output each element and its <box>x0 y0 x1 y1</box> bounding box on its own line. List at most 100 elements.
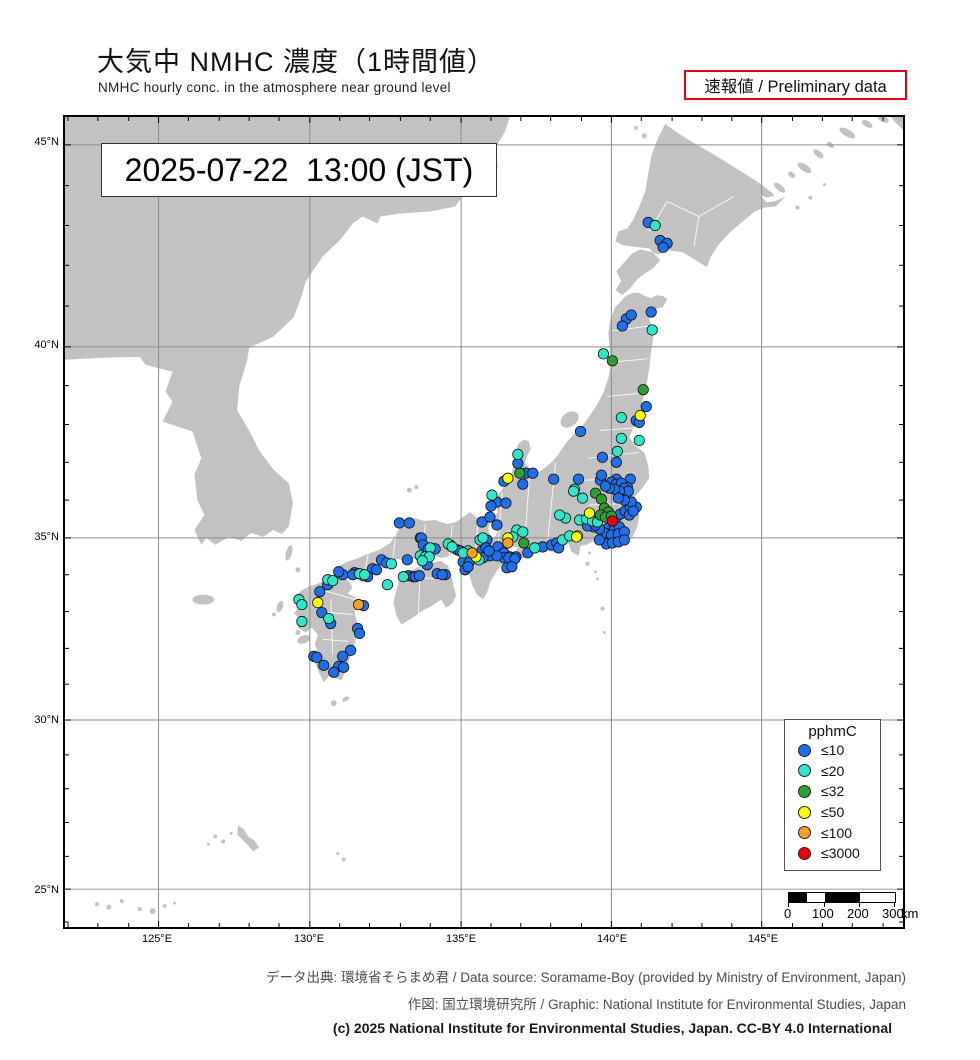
station-dot <box>296 599 308 611</box>
station-dot <box>385 558 398 570</box>
station-dot <box>627 505 639 517</box>
legend-item-label: ≤100 <box>821 824 853 841</box>
lon-tick-label: 135°E <box>445 933 477 945</box>
page-title: 大気中 NMHC 濃度（1時間値） <box>97 47 496 77</box>
station-dot <box>595 469 608 481</box>
legend-item-label: ≤20 <box>821 762 845 779</box>
scale-bar-labels: 0 100 200 300 km <box>784 906 928 922</box>
legend-item: ≤100 <box>785 822 880 843</box>
station-dot <box>574 425 587 438</box>
legend-dot-icon <box>798 805 811 819</box>
lat-tick-label: 40°N <box>34 339 59 351</box>
legend-title: pphmC <box>808 723 857 740</box>
station-dot <box>337 650 349 662</box>
station-dot <box>486 489 498 501</box>
legend-item-label: ≤10 <box>821 742 845 759</box>
legend-item-label: ≤3000 <box>821 845 860 862</box>
station-dot <box>318 659 330 671</box>
legend-item: ≤3000 <box>785 843 880 864</box>
preliminary-data-label: 速報値 / Preliminary data <box>704 78 887 96</box>
station-dot <box>567 485 580 497</box>
station-dot <box>548 473 560 485</box>
legend-item-label: ≤50 <box>821 804 845 821</box>
station-dot <box>370 564 383 576</box>
station-dot <box>611 445 623 457</box>
station-dot <box>593 534 606 546</box>
station-dot <box>645 306 657 318</box>
timestamp-box: 2025-07-22 13:00 (JST) <box>101 143 497 197</box>
station-dot <box>527 467 539 479</box>
lat-tick-label: 45°N <box>34 136 59 148</box>
scale-bar-tick-label: 200 <box>847 906 869 921</box>
legend-dot-icon <box>798 743 811 757</box>
footer-data-source: データ出典: 環境省そらまめ君 / Data source: Soramame-… <box>266 970 906 985</box>
station-dot <box>354 627 366 640</box>
scale-bar-unit: km <box>901 906 919 921</box>
legend-dot-icon <box>798 784 811 798</box>
station-dot <box>606 355 618 367</box>
lat-tick-label: 30°N <box>34 714 59 726</box>
lon-tick-label: 130°E <box>293 933 325 945</box>
station-dot <box>477 532 489 544</box>
lon-tick-label: 125°E <box>141 933 173 945</box>
station-dot <box>436 569 448 581</box>
station-dots-layer <box>293 216 673 678</box>
station-dot <box>633 434 645 446</box>
station-dot <box>634 409 646 422</box>
station-dot <box>491 519 503 531</box>
station-dot <box>606 515 618 527</box>
tick-layer <box>65 117 903 927</box>
station-dot <box>517 478 529 490</box>
station-dot <box>502 472 514 484</box>
lat-tick-label: 35°N <box>34 531 59 543</box>
station-dot <box>599 480 611 492</box>
station-dot <box>517 526 529 538</box>
scale-bar-segment <box>860 893 895 902</box>
lon-tick-label: 145°E <box>747 933 779 945</box>
scale-bar-segments <box>788 892 896 903</box>
station-dot <box>345 644 357 656</box>
station-dot <box>625 309 637 321</box>
station-dot <box>572 473 585 485</box>
station-dot <box>583 507 596 519</box>
station-dot <box>500 497 512 509</box>
station-dot <box>476 516 488 528</box>
legend-item: ≤50 <box>785 802 880 823</box>
station-dot <box>596 451 609 463</box>
legend: pphmC ≤10 ≤20 ≤32 ≤50 ≤100 ≤3000 <box>784 719 881 871</box>
scale-bar-segment <box>807 893 825 902</box>
station-dot <box>485 500 497 512</box>
station-dot <box>466 547 478 559</box>
station-dot <box>615 411 627 424</box>
page-subtitle: NMHC hourly conc. in the atmosphere near… <box>98 80 451 95</box>
preliminary-data-badge: 速報値 / Preliminary data <box>684 70 907 100</box>
station-dot <box>518 537 530 549</box>
legend-dot-icon <box>798 846 811 860</box>
map-canvas: 2025-07-22 13:00 (JST) pphmC ≤10 ≤20 ≤32 ≤5… <box>63 115 918 929</box>
station-dot <box>615 432 627 444</box>
station-dot <box>381 579 394 591</box>
station-dot <box>512 448 524 460</box>
station-dot <box>554 509 566 521</box>
station-dot <box>616 320 628 332</box>
lat-tick-label: 25°N <box>34 884 59 896</box>
station-dot <box>649 219 661 232</box>
station-dot <box>502 537 514 549</box>
legend-item-label: ≤32 <box>821 783 845 800</box>
scale-bar-segment <box>789 893 807 902</box>
station-dot <box>416 555 428 567</box>
station-dot <box>333 566 345 578</box>
station-dot <box>446 541 458 553</box>
footer-graphic-credit: 作図: 国立環境研究所 / Graphic: National Institut… <box>407 997 906 1012</box>
station-dot <box>506 561 518 573</box>
station-dot <box>338 661 350 673</box>
station-dot <box>323 612 335 625</box>
station-dot <box>462 561 474 573</box>
station-dot <box>353 599 365 611</box>
legend-item: ≤32 <box>785 781 880 802</box>
station-dot <box>570 531 583 543</box>
legend-dot-icon <box>798 826 811 840</box>
station-dot <box>484 511 496 523</box>
station-dot <box>311 651 323 663</box>
